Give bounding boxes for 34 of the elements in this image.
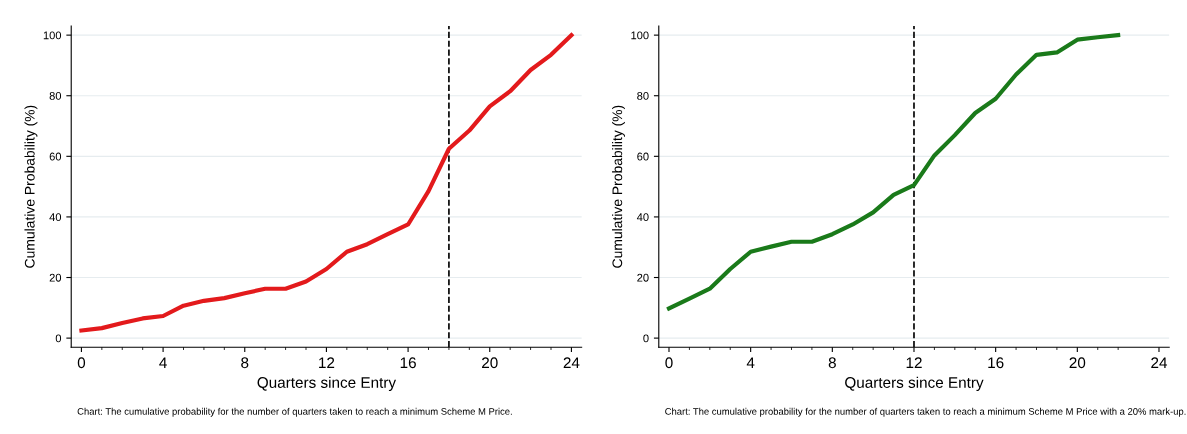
y-tick-label: 20 [49, 273, 62, 282]
y-tick-label: 60 [637, 152, 649, 161]
y-tick-label: 40 [49, 213, 62, 222]
x-axis-title: Quarters since Entry [845, 376, 984, 391]
y-tick-label: 20 [637, 273, 649, 282]
y-tick-label: 0 [643, 334, 649, 343]
y-tick-label: 40 [636, 213, 649, 222]
y-axis-title: Cumulative Probability (%) [612, 105, 625, 268]
x-tick-label: 8 [241, 357, 249, 369]
x-tick-label: 4 [159, 357, 167, 368]
x-tick-label: 4 [746, 357, 755, 368]
x-tick-label: 16 [988, 357, 1004, 369]
x-tick-label: 8 [828, 357, 836, 369]
x-tick-label: 16 [400, 357, 416, 369]
y-tick-label: 100 [43, 31, 62, 40]
x-tick-label: 12 [906, 357, 922, 368]
y-tick-label: 80 [49, 91, 62, 100]
x-tick-label: 24 [1151, 357, 1168, 368]
x-axis-title: Quarters since Entry [257, 376, 397, 391]
y-axis-title: Cumulative Probability (%) [24, 105, 38, 268]
y-tick-label: 100 [631, 31, 649, 40]
line-series [79, 33, 574, 333]
y-tick-label: 80 [637, 91, 649, 100]
y-tick-label: 0 [55, 334, 62, 343]
x-tick-label: 20 [1069, 357, 1086, 369]
x-tick-label: 0 [665, 357, 673, 369]
text: Chart: The cumulative probability for the number of quarters taken to reach a minimum Scheme M Price with a 20% mark-up. [665, 407, 1186, 417]
x-tick-label: 12 [319, 357, 335, 368]
text: Chart: The cumulative probability for the number of quarters taken to reach a minimum Scheme M Price. [77, 407, 512, 417]
y-tick-label: 60 [49, 152, 62, 161]
x-tick-label: 0 [77, 357, 86, 369]
line-series [666, 33, 1121, 311]
x-tick-label: 20 [482, 357, 498, 369]
x-tick-label: 24 [563, 357, 580, 368]
